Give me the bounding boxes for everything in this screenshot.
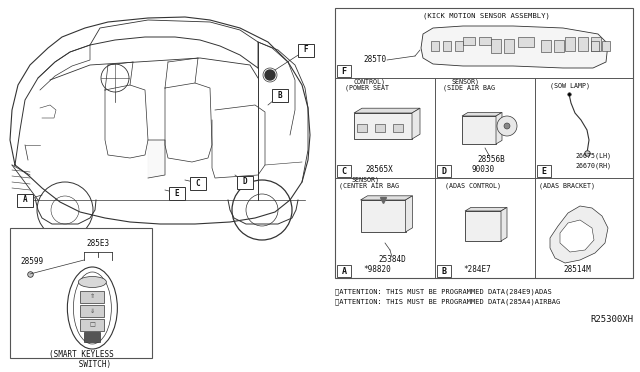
Text: (ADAS BRACKET): (ADAS BRACKET) — [539, 183, 595, 189]
Text: ※ATTENTION: THIS MUST BE PROGRAMMED DATA(285A4)AIRBAG: ※ATTENTION: THIS MUST BE PROGRAMMED DATA… — [335, 299, 560, 305]
Text: (ADAS CONTROL): (ADAS CONTROL) — [445, 183, 501, 189]
Bar — [84, 332, 100, 342]
Bar — [337, 265, 351, 277]
Text: 26670(RH): 26670(RH) — [575, 163, 611, 169]
Bar — [537, 165, 551, 177]
Ellipse shape — [78, 276, 106, 288]
Text: 28556B: 28556B — [477, 155, 505, 164]
Polygon shape — [360, 196, 413, 200]
Text: ※ATTENTION: THIS MUST BE PROGRAMMED DATA(284E9)ADAS: ※ATTENTION: THIS MUST BE PROGRAMMED DATA… — [335, 289, 552, 295]
Text: E: E — [175, 189, 179, 198]
Bar — [360, 200, 406, 232]
Text: 285E3: 285E3 — [86, 240, 109, 248]
Text: (SMART KEYLESS
      SWITCH): (SMART KEYLESS SWITCH) — [49, 350, 113, 369]
Bar — [337, 65, 351, 77]
Text: *98820: *98820 — [363, 266, 391, 275]
Circle shape — [265, 70, 275, 80]
Text: *284E7: *284E7 — [463, 266, 491, 275]
Text: (KICK MOTION SENSOR ASSEMBLY): (KICK MOTION SENSOR ASSEMBLY) — [423, 13, 550, 19]
Bar — [81, 319, 104, 331]
Bar — [455, 41, 463, 51]
Text: (POWER SEAT: (POWER SEAT — [345, 85, 389, 91]
Bar — [463, 37, 475, 45]
Bar — [169, 186, 185, 199]
Bar — [431, 41, 439, 51]
Polygon shape — [465, 208, 507, 211]
Bar — [337, 165, 351, 177]
Bar — [462, 116, 496, 144]
Text: A: A — [342, 266, 346, 276]
Bar — [354, 113, 412, 139]
Bar — [335, 8, 633, 278]
Text: C: C — [342, 167, 346, 176]
Ellipse shape — [67, 267, 117, 349]
Bar — [491, 39, 501, 53]
Text: SENSOR): SENSOR) — [451, 79, 479, 85]
Polygon shape — [560, 220, 594, 252]
Bar — [81, 305, 104, 317]
Bar — [17, 193, 33, 206]
Bar — [591, 41, 599, 51]
Text: 25384D: 25384D — [378, 256, 406, 264]
Text: A: A — [22, 196, 28, 205]
Bar — [591, 37, 601, 51]
Bar — [565, 37, 575, 51]
Bar — [479, 37, 491, 45]
Bar — [518, 37, 534, 47]
Text: 28514M: 28514M — [563, 266, 591, 275]
Bar — [190, 176, 206, 189]
Polygon shape — [462, 112, 502, 116]
Bar — [504, 39, 514, 53]
Polygon shape — [354, 108, 420, 113]
Bar — [81, 291, 104, 303]
Bar — [465, 211, 501, 241]
Polygon shape — [496, 112, 502, 144]
Polygon shape — [148, 140, 165, 178]
Text: C: C — [196, 179, 200, 187]
Polygon shape — [550, 206, 608, 263]
Bar — [357, 124, 367, 132]
Text: B: B — [278, 90, 282, 99]
Polygon shape — [412, 108, 420, 139]
Text: (SOW LAMP): (SOW LAMP) — [550, 83, 590, 89]
Bar — [541, 40, 551, 52]
Text: 285T0: 285T0 — [364, 55, 387, 64]
Bar — [443, 41, 451, 51]
Text: D: D — [442, 167, 447, 176]
Text: B: B — [442, 266, 447, 276]
Text: 28565X: 28565X — [365, 166, 393, 174]
Text: R25300XH: R25300XH — [590, 315, 633, 324]
Text: SENSOR): SENSOR) — [351, 177, 379, 183]
Bar — [437, 165, 451, 177]
Bar — [437, 265, 451, 277]
Bar — [237, 176, 253, 189]
Text: D: D — [243, 177, 247, 186]
Text: 26675(LH): 26675(LH) — [575, 153, 611, 159]
Text: (CENTER AIR BAG: (CENTER AIR BAG — [339, 183, 399, 189]
Bar — [298, 44, 314, 57]
Text: ⇓: ⇓ — [90, 308, 95, 314]
Text: (SIDE AIR BAG: (SIDE AIR BAG — [443, 85, 495, 91]
Bar — [10, 228, 152, 358]
Bar — [602, 41, 610, 51]
Text: F: F — [342, 67, 346, 76]
Text: CONTROL): CONTROL) — [353, 79, 385, 85]
Bar — [272, 89, 288, 102]
Text: 90030: 90030 — [472, 166, 495, 174]
Bar — [393, 124, 403, 132]
Bar — [375, 124, 385, 132]
Polygon shape — [501, 208, 507, 241]
Bar — [554, 40, 564, 52]
Text: F: F — [304, 45, 308, 55]
Text: E: E — [541, 167, 547, 176]
Polygon shape — [421, 26, 608, 68]
Text: 28599: 28599 — [20, 257, 44, 266]
Circle shape — [504, 123, 510, 129]
Text: □: □ — [90, 323, 95, 327]
Circle shape — [497, 116, 517, 136]
Text: ⇑: ⇑ — [90, 295, 95, 299]
Polygon shape — [406, 196, 413, 232]
Bar — [578, 37, 588, 51]
